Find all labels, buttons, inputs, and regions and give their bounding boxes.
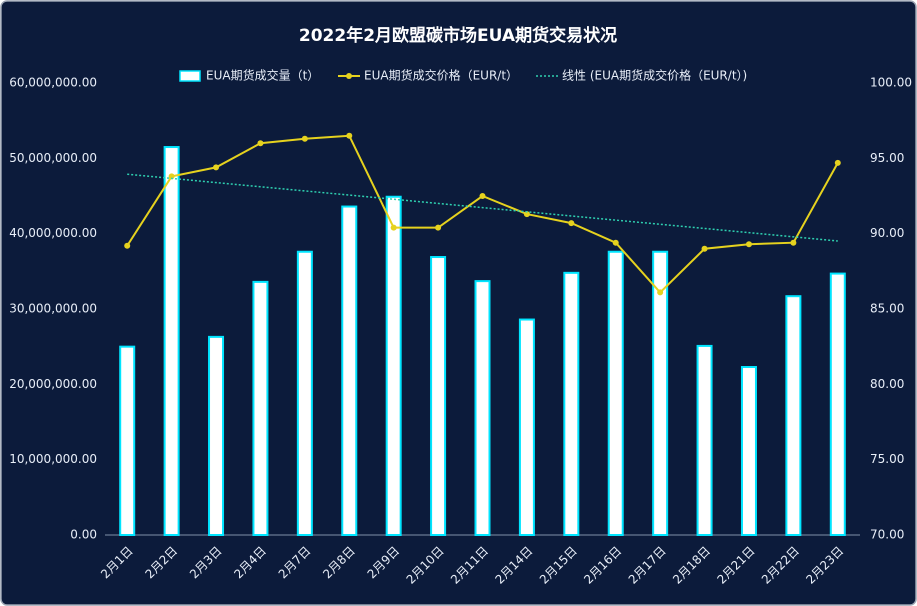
bar [518, 318, 535, 536]
y-tick-label: 60,000,000.00 [9, 76, 97, 90]
price-point [701, 245, 708, 252]
price-point [790, 239, 797, 246]
legend-swatch [179, 70, 201, 82]
y2-tick-label: 80.00 [870, 377, 904, 391]
bar [785, 295, 802, 536]
y2-tick-label: 75.00 [870, 452, 904, 466]
bar [474, 280, 491, 537]
y2-tick-label: 95.00 [870, 151, 904, 165]
y-tick-label: 50,000,000.00 [9, 151, 97, 165]
y-tick-label: 10,000,000.00 [9, 452, 97, 466]
price-point [657, 289, 664, 296]
bar [119, 345, 136, 536]
price-point [346, 132, 353, 139]
y2-tick-label: 100.00 [870, 76, 912, 90]
bar [563, 271, 580, 536]
price-point [257, 140, 264, 147]
y-tick-label: 20,000,000.00 [9, 377, 97, 391]
price-point [834, 159, 841, 166]
price-point [568, 220, 575, 227]
bar [430, 256, 447, 536]
y-tick-label: 0.00 [70, 528, 97, 542]
bar [829, 272, 846, 536]
bar [252, 280, 269, 536]
y2-tick-label: 90.00 [870, 226, 904, 240]
bar [385, 195, 402, 536]
bar [740, 366, 757, 536]
y-tick-label: 30,000,000.00 [9, 302, 97, 316]
chart-title: 2022年2月欧盟碳市场EUA期货交易状况 [299, 25, 617, 46]
bar [208, 335, 225, 536]
bar [341, 205, 358, 536]
price-point [479, 193, 486, 199]
price-point [213, 164, 220, 171]
bar [163, 146, 180, 537]
y2-tick-label: 70.00 [870, 528, 904, 542]
price-point [435, 224, 442, 231]
trend-line [127, 173, 838, 242]
price-point [168, 173, 175, 180]
legend-label: 线性 (EUA期货成交价格（EUR/t）) [562, 68, 747, 83]
y-tick-label: 40,000,000.00 [9, 226, 97, 240]
price-point [523, 211, 530, 218]
y2-tick-label: 85.00 [870, 302, 904, 316]
legend-label: EUA期货成交价格（EUR/t） [364, 68, 518, 83]
bar [607, 250, 624, 536]
price-point [301, 135, 308, 142]
bar [696, 344, 713, 536]
bar [296, 250, 313, 536]
price-point [745, 241, 752, 248]
price-point [612, 239, 619, 246]
price-point [390, 224, 397, 231]
legend-label: EUA期货成交量（t） [206, 68, 319, 83]
price-point [124, 242, 131, 249]
bar [652, 250, 669, 536]
legend-swatch [346, 73, 352, 79]
